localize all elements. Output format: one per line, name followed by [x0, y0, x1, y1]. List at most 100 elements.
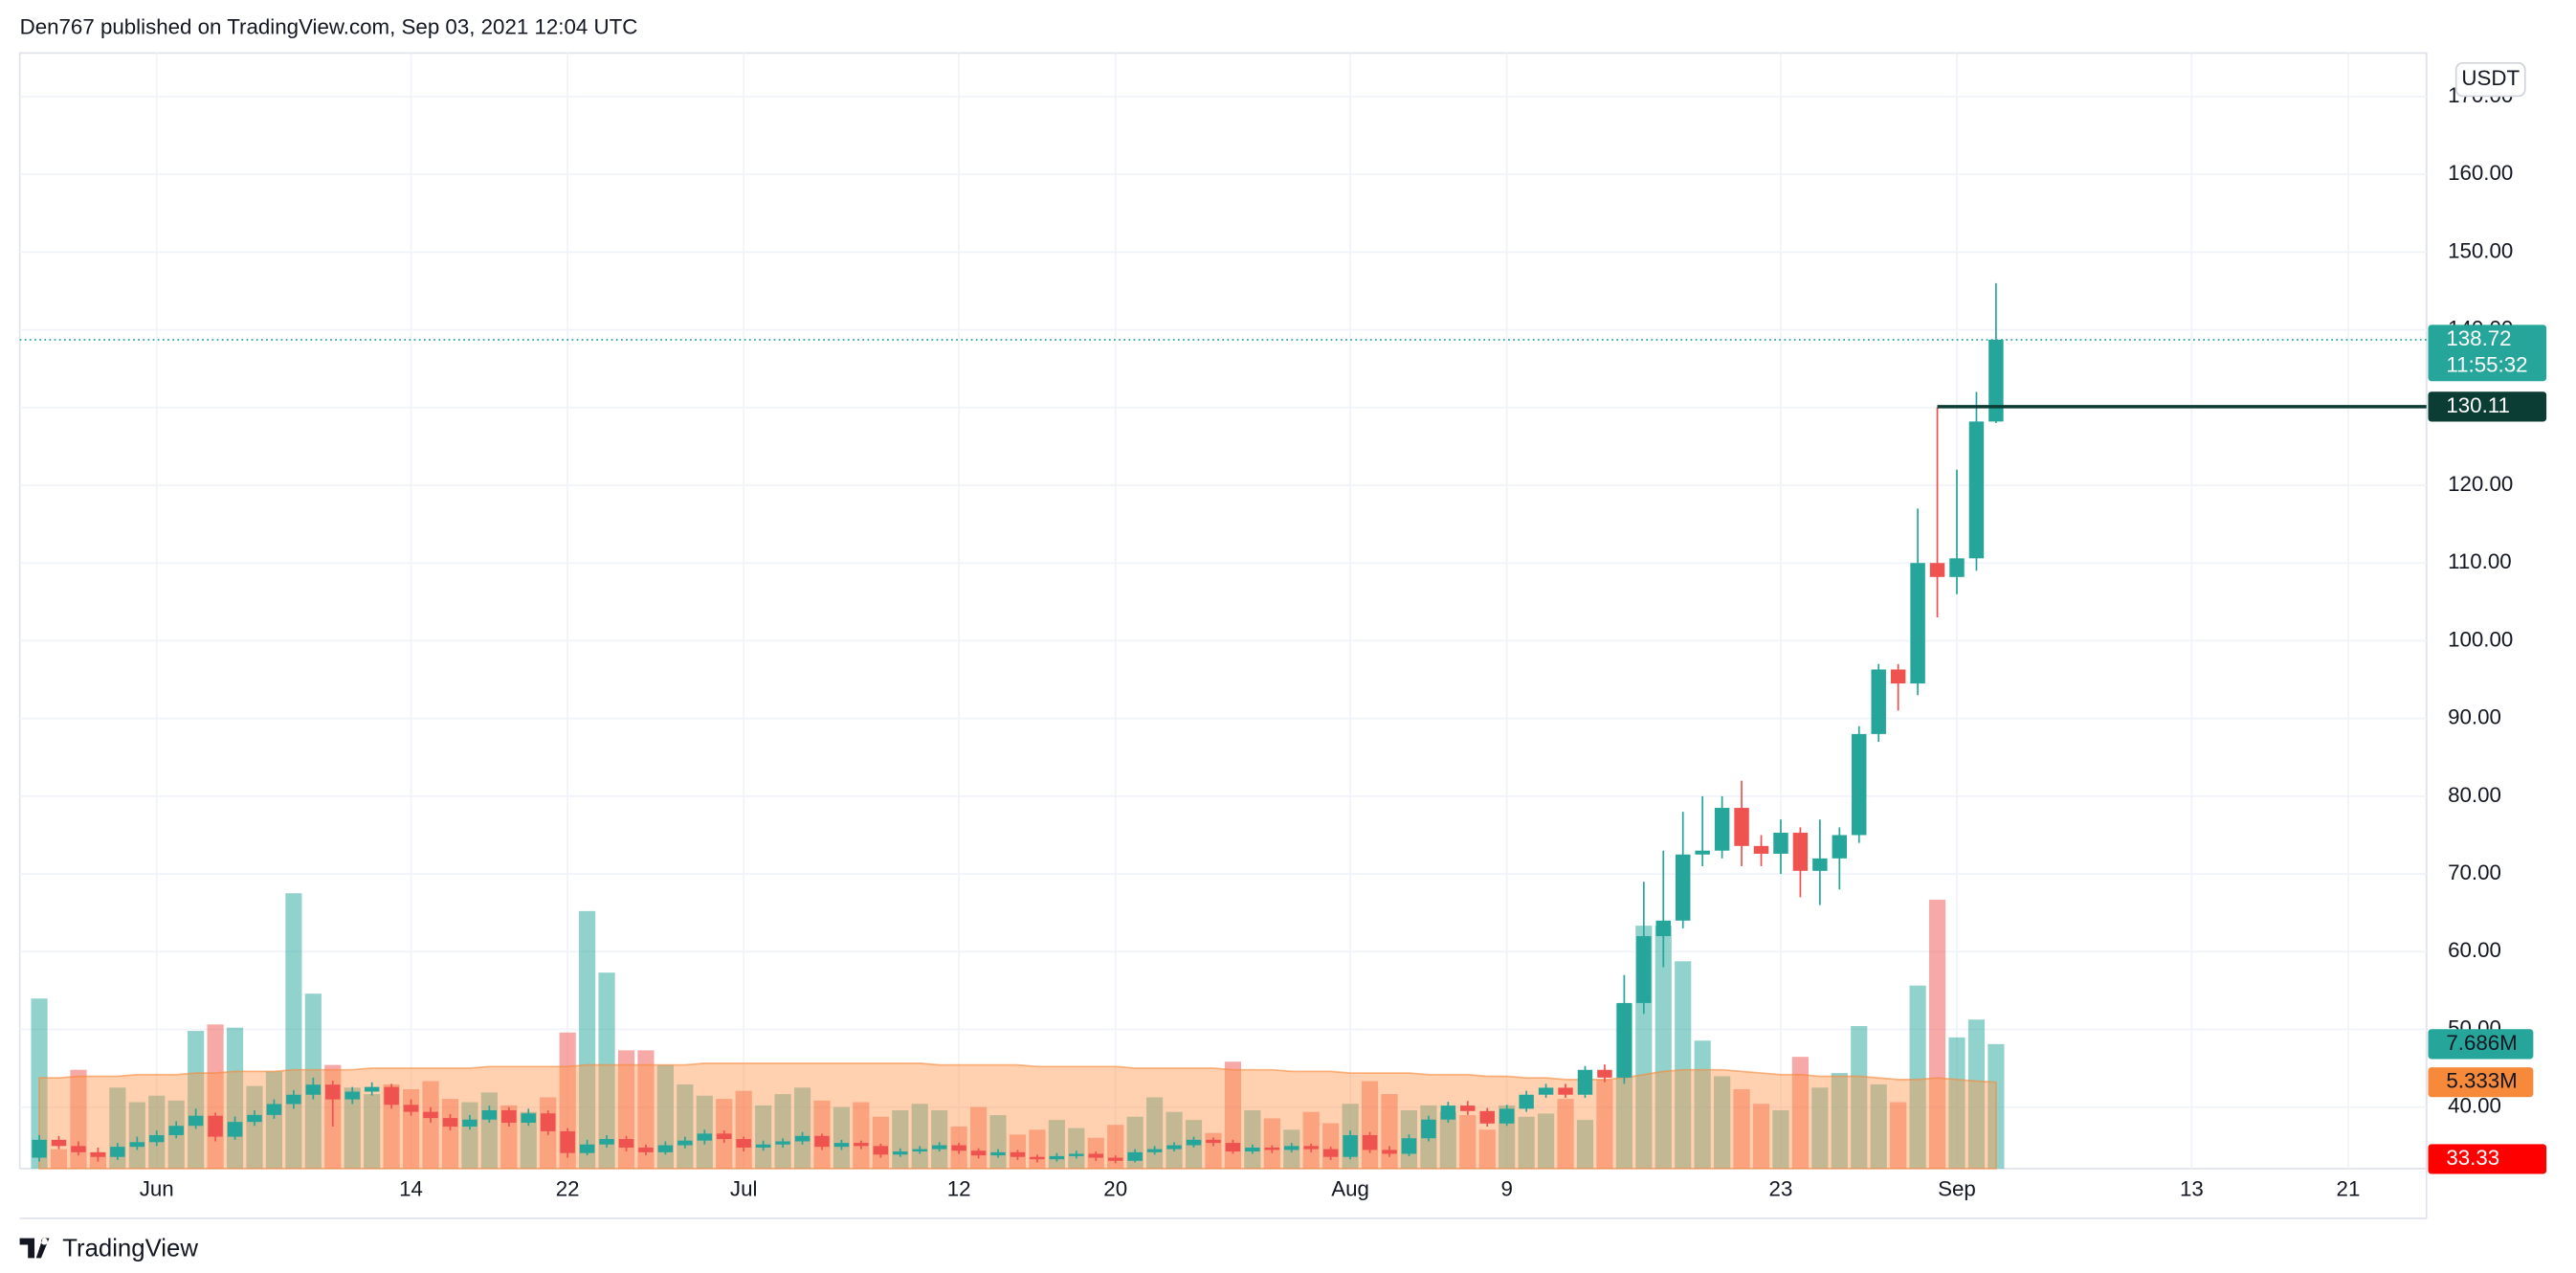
volume-bar — [677, 1083, 694, 1169]
candle-body — [1890, 669, 1906, 684]
price-label-bg — [2428, 1144, 2547, 1174]
volume-bar — [598, 972, 615, 1169]
volume-bar — [1694, 1040, 1711, 1169]
volume-bar — [1557, 1099, 1574, 1169]
pane-border — [18, 52, 2428, 1170]
y-tick-label: 70.00 — [2448, 860, 2501, 884]
candle-body — [1519, 1094, 1534, 1109]
volume-bar — [911, 1104, 928, 1169]
volume-bar — [70, 1069, 87, 1169]
candle-body — [579, 1144, 595, 1153]
candle-body — [1949, 558, 1965, 577]
volume-bar — [1596, 1079, 1613, 1169]
candle-body — [1069, 1153, 1084, 1156]
candle-body — [51, 1139, 67, 1147]
candle-body — [188, 1115, 204, 1127]
volume-bar — [1831, 1073, 1848, 1169]
candle-body — [423, 1111, 438, 1119]
candle-body — [540, 1113, 556, 1131]
volume-bar — [735, 1090, 752, 1169]
volume-bar — [188, 1031, 205, 1169]
volume-bar — [1459, 1115, 1477, 1169]
x-tick-label: Jul — [730, 1176, 758, 1200]
volume-bar — [1538, 1113, 1555, 1169]
candle-body — [1088, 1153, 1103, 1158]
volume-bar — [793, 1087, 811, 1169]
volume-bar — [1870, 1083, 1887, 1169]
price-label: 130.11 — [2446, 393, 2510, 417]
candle-body — [990, 1151, 1006, 1156]
candle-body — [873, 1146, 889, 1155]
volume-bar — [1714, 1076, 1731, 1169]
candle-body — [1343, 1134, 1358, 1157]
candle-body — [1558, 1087, 1573, 1095]
y-tick-label: 90.00 — [2448, 705, 2501, 729]
candle-body — [775, 1141, 790, 1145]
candle-body — [1832, 835, 1848, 859]
x-tick-label: 13 — [2180, 1176, 2204, 1200]
header: Den767 published on TradingView.com, Sep… — [20, 14, 638, 38]
candle-body — [657, 1145, 674, 1152]
volume-bar — [1890, 1102, 1907, 1169]
volume-bar — [833, 1106, 851, 1169]
currency-box — [2454, 61, 2526, 98]
logo: TradingView — [19, 1236, 198, 1262]
candle-body — [717, 1133, 732, 1140]
candle-body — [227, 1122, 243, 1137]
candle-body — [1773, 833, 1788, 854]
candle-body — [1127, 1151, 1143, 1161]
candle-body — [168, 1126, 184, 1135]
candle-body — [149, 1134, 165, 1143]
volume-bar — [1107, 1125, 1124, 1169]
candle-body — [325, 1084, 341, 1100]
candle-body — [1166, 1145, 1182, 1150]
candle-body — [1929, 563, 1945, 577]
candle-body — [1225, 1143, 1241, 1152]
volume-bar — [1068, 1128, 1085, 1169]
logo-icon — [19, 1238, 50, 1259]
volume-bar — [246, 1085, 263, 1169]
candle-body — [364, 1086, 380, 1092]
candle-body — [129, 1142, 145, 1148]
volume-bar — [1263, 1118, 1280, 1169]
candle-body — [1479, 1110, 1495, 1124]
volume-bar — [441, 1099, 459, 1169]
candle-body — [305, 1084, 322, 1095]
volume-bar — [853, 1102, 870, 1169]
price-label-bg — [2428, 391, 2547, 422]
candle-body — [442, 1118, 458, 1128]
candle-body — [1714, 808, 1730, 851]
candle-body — [1146, 1149, 1163, 1152]
volume-bar — [1224, 1061, 1241, 1169]
candle-body — [697, 1133, 713, 1141]
candle-body — [1988, 339, 2004, 422]
candle-body — [755, 1144, 771, 1148]
volume-bar — [656, 1064, 674, 1169]
grid — [19, 53, 2427, 1169]
volume-bar — [1733, 1088, 1750, 1169]
candle-body — [794, 1135, 811, 1142]
volume-bar — [1244, 1109, 1261, 1169]
candle-body — [931, 1145, 947, 1150]
candle-body — [1206, 1139, 1221, 1144]
candle-body — [1264, 1147, 1280, 1150]
x-tick-label: 22 — [556, 1176, 580, 1200]
volume-bar — [872, 1116, 889, 1169]
candle-body — [403, 1105, 419, 1112]
candle-body — [1734, 808, 1749, 846]
candle-body — [1968, 421, 1985, 559]
candle-body — [208, 1115, 223, 1137]
volume-bar — [1948, 1037, 1965, 1169]
candle-body — [833, 1143, 850, 1148]
candle-body — [1655, 920, 1672, 937]
volume-bar — [774, 1094, 791, 1169]
volume-bar — [383, 1083, 400, 1169]
volume-bar — [1851, 1026, 1868, 1169]
x-tick-label: 9 — [1500, 1176, 1512, 1200]
x-tick-label: 21 — [2337, 1176, 2361, 1200]
candle-body — [1597, 1069, 1612, 1078]
candle-body — [814, 1135, 830, 1148]
currency: USDT — [2461, 66, 2520, 90]
